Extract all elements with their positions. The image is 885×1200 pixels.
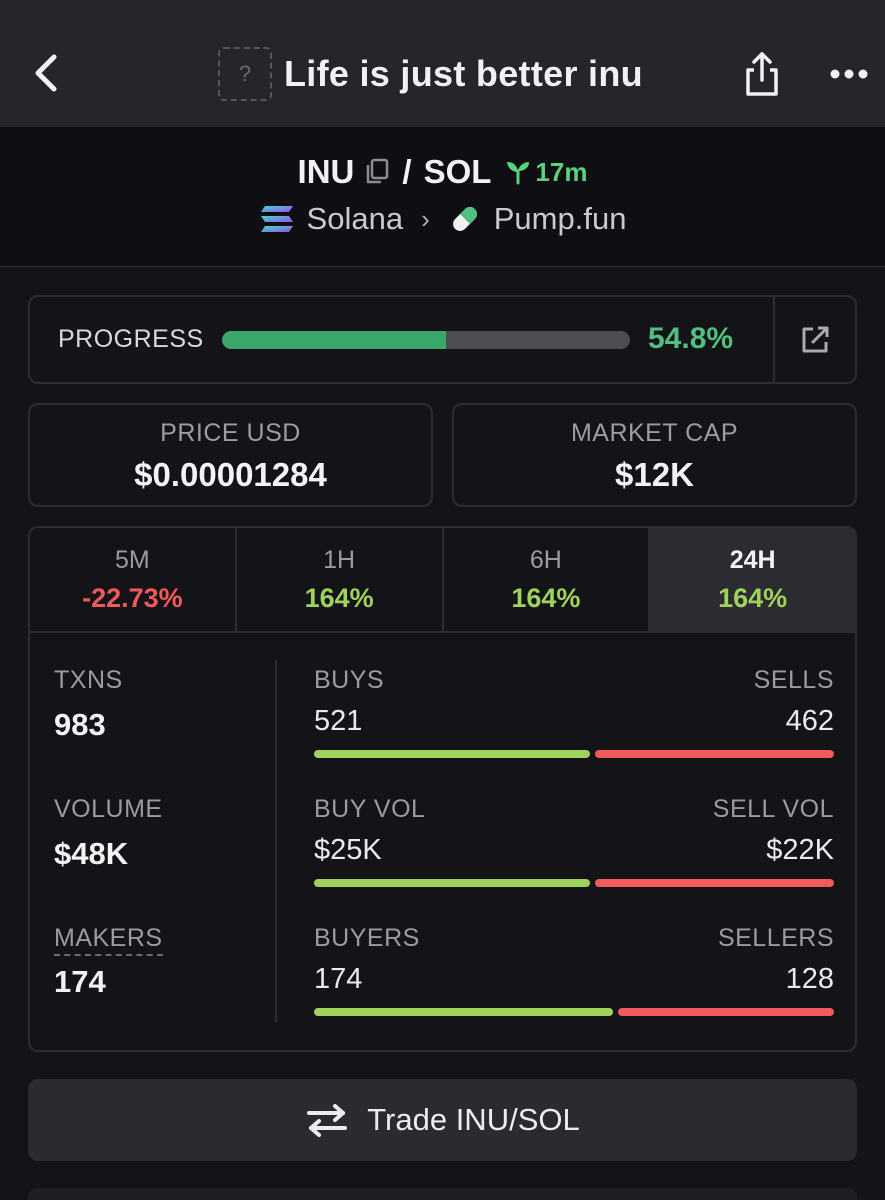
volume-metric: VOLUME $48K (54, 795, 163, 872)
buys-label: BUYS (314, 666, 385, 694)
timeframe-tabs: 5M -22.73% 1H 164% 6H 164% 24H 164% (30, 528, 855, 633)
column-divider (275, 660, 277, 1022)
sell-vol-bar-segment (594, 879, 834, 887)
progress-bar-fill (222, 331, 446, 349)
sell-vol-value: $22K (766, 834, 834, 866)
chevron-right-icon: › (421, 203, 430, 234)
share-icon (746, 52, 778, 96)
trade-button-label: Trade INU/SOL (367, 1102, 580, 1137)
price-usd-card: PRICE USD $0.00001284 (28, 403, 433, 507)
solana-icon (260, 206, 293, 232)
sellers-label: SELLERS (717, 924, 834, 952)
price-usd-value: $0.00001284 (134, 456, 327, 493)
pill-icon (452, 207, 477, 231)
buys-bar-segment (314, 750, 590, 758)
tab-change-value: -22.73% (82, 583, 183, 613)
pair-row: INU / SOL 17m (0, 149, 885, 195)
txns-metric: TXNS 983 (54, 666, 123, 743)
tab-change-value: 164% (304, 583, 374, 613)
txns-value: 983 (54, 707, 106, 742)
more-options-button[interactable] (826, 54, 872, 94)
chain-breadcrumb: Solana › Pump.fun (0, 197, 885, 241)
sellers-value: 128 (785, 963, 834, 995)
buyers-label: BUYERS (314, 924, 420, 952)
tab-6h[interactable]: 6H 164% (444, 528, 651, 631)
sells-bar-segment (594, 750, 834, 758)
sells-label: SELLS (753, 666, 834, 694)
buy-sell-volume-bar (314, 879, 834, 887)
copy-address-button[interactable] (364, 158, 390, 186)
next-card-peek (28, 1188, 857, 1200)
buyers-sellers-bar (314, 1008, 834, 1016)
sells-value: 462 (785, 705, 834, 737)
tab-label: 5M (115, 546, 150, 574)
page-title: Life is just better inu (284, 53, 643, 94)
chevron-left-icon (35, 54, 57, 92)
volume-value: $48K (54, 836, 129, 871)
volume-label: VOLUME (54, 795, 163, 823)
tab-5m[interactable]: 5M -22.73% (30, 528, 237, 631)
chain-name[interactable]: Solana (306, 201, 404, 236)
pair-age-text: 17m (535, 156, 588, 187)
price-usd-label: PRICE USD (160, 419, 301, 447)
pair-age: 17m (505, 157, 587, 188)
pair-separator: / (402, 153, 412, 190)
tab-label: 1H (323, 546, 356, 574)
makers-label[interactable]: MAKERS (54, 924, 163, 956)
buyers-bar-segment (314, 1008, 613, 1016)
divider (773, 297, 775, 382)
tab-label: 24H (729, 546, 776, 574)
tab-change-value: 164% (511, 583, 581, 613)
makers-metric: MAKERS 174 (54, 924, 163, 1000)
market-cap-card: MARKET CAP $12K (452, 403, 857, 507)
txns-label: TXNS (54, 666, 123, 694)
external-link-icon (802, 326, 829, 353)
buys-value: 521 (314, 705, 363, 737)
buys-sells-split: BUYS SELLS 521 462 (314, 666, 834, 758)
progress-value: 54.8% (648, 322, 734, 355)
bonding-progress-card: PROGRESS 54.8% (28, 295, 857, 384)
sell-vol-label: SELL VOL (712, 795, 834, 823)
buy-sell-volume-split: BUY VOL SELL VOL $25K $22K (314, 795, 834, 887)
buy-vol-bar-segment (314, 879, 590, 887)
buy-vol-value: $25K (314, 834, 382, 866)
tab-change-value: 164% (718, 583, 788, 613)
tab-24h[interactable]: 24H 164% (650, 528, 855, 631)
more-horizontal-icon (830, 69, 868, 79)
stats-panel: 5M -22.73% 1H 164% 6H 164% 24H 164% TXNS… (28, 526, 857, 1052)
pair-header: INU / SOL 17m (0, 127, 885, 267)
swap-arrows-icon (307, 1104, 348, 1137)
progress-bar (222, 331, 630, 349)
buyers-value: 174 (314, 963, 363, 995)
back-button[interactable] (26, 48, 66, 98)
top-bar: ? Life is just better inu (0, 0, 885, 127)
tab-label: 6H (529, 546, 562, 574)
trade-button[interactable]: Trade INU/SOL (28, 1079, 857, 1161)
makers-value: 174 (54, 964, 106, 999)
quote-token-symbol: SOL (423, 153, 492, 190)
base-token-symbol: INU (297, 153, 355, 190)
seedling-icon (507, 162, 530, 185)
market-cap-label: MARKET CAP (570, 419, 739, 447)
dex-name[interactable]: Pump.fun (493, 201, 627, 236)
buys-sells-bar (314, 750, 834, 758)
market-cap-value: $12K (615, 456, 694, 493)
copy-icon (367, 158, 389, 184)
share-button[interactable] (738, 48, 786, 100)
tab-1h[interactable]: 1H 164% (237, 528, 444, 631)
progress-label: PROGRESS (58, 325, 204, 353)
sellers-bar-segment (618, 1008, 834, 1016)
open-external-button[interactable] (798, 323, 832, 357)
buyers-sellers-split: BUYERS SELLERS 174 128 (314, 924, 834, 1016)
token-logo-placeholder: ? (218, 47, 272, 101)
buy-vol-label: BUY VOL (314, 795, 426, 823)
